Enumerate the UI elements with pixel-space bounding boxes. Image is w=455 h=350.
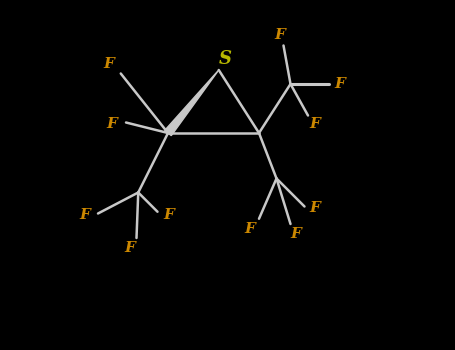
Text: F: F <box>106 117 117 131</box>
Text: S: S <box>219 50 232 69</box>
Text: F: F <box>309 117 320 131</box>
Text: F: F <box>274 28 285 42</box>
Text: F: F <box>163 208 174 222</box>
Text: F: F <box>309 201 320 215</box>
Text: F: F <box>103 57 114 71</box>
Text: F: F <box>290 227 301 241</box>
Text: F: F <box>125 241 136 255</box>
Text: F: F <box>245 222 256 236</box>
Text: F: F <box>79 208 90 222</box>
Text: F: F <box>335 77 346 91</box>
Polygon shape <box>165 70 219 136</box>
